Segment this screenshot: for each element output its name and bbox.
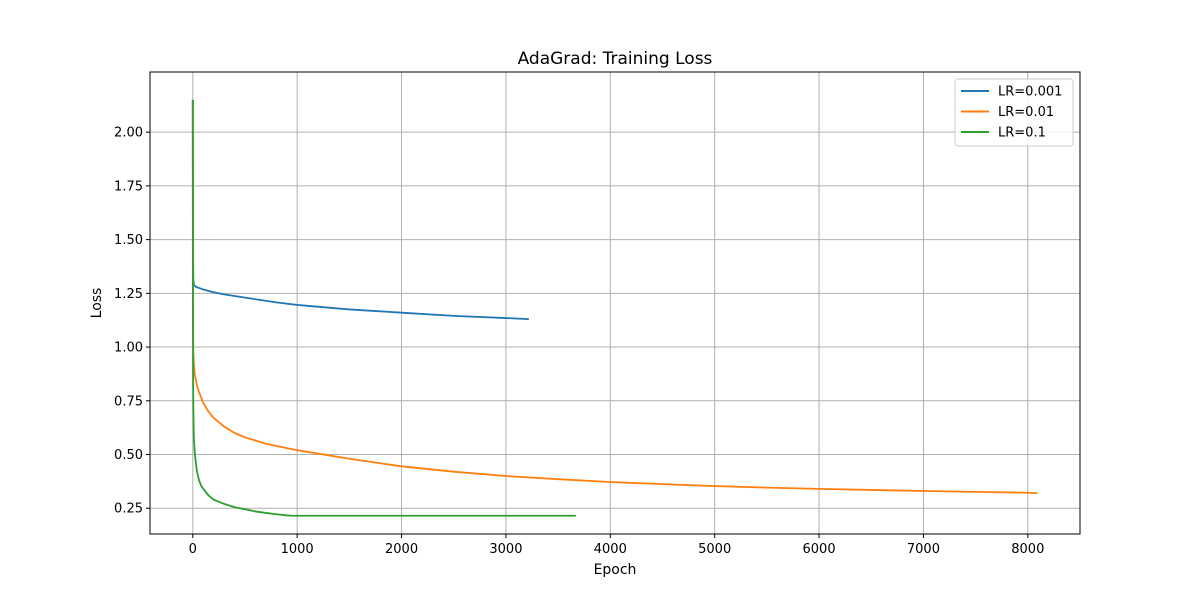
x-tick-label: 1000	[281, 542, 314, 557]
x-tick-label: 4000	[594, 542, 627, 557]
legend-box	[954, 78, 1074, 147]
x-axis-ticks: 0 1000 2000 3000 4000 5000 6000 7000 8000	[189, 534, 1044, 557]
legend-label: LR=0.1	[998, 126, 1046, 141]
x-tick-label: 8000	[1011, 542, 1044, 557]
y-tick-label: 0.75	[114, 394, 143, 409]
x-tick-label: 7000	[907, 542, 940, 557]
series-line-lr-0-1	[191, 99, 576, 517]
y-tick-label: 1.00	[114, 341, 143, 356]
plot-area-frame	[149, 71, 1081, 535]
x-tick-label: 2000	[385, 542, 418, 557]
legend-label: LR=0.01	[998, 105, 1054, 120]
x-tick-label: 5000	[698, 542, 731, 557]
y-tick-label: 1.50	[114, 233, 143, 248]
legend-label: LR=0.001	[998, 85, 1062, 100]
y-axis-label: Loss	[89, 288, 105, 319]
y-tick-label: 0.50	[114, 448, 143, 463]
legend: LR=0.001 LR=0.01 LR=0.1	[954, 78, 1074, 147]
y-tick-label: 0.25	[114, 502, 143, 517]
series-lines	[191, 99, 1038, 517]
x-tick-label: 3000	[489, 542, 522, 557]
series-line-lr-0-001	[191, 99, 529, 321]
x-axis-label: Epoch	[594, 562, 637, 578]
y-tick-label: 2.00	[114, 126, 143, 141]
chart-title: AdaGrad: Training Loss	[518, 49, 713, 69]
y-tick-label: 1.75	[114, 179, 143, 194]
series-line-lr-0-01	[191, 99, 1038, 495]
x-tick-label: 0	[189, 542, 197, 557]
x-tick-label: 6000	[803, 542, 836, 557]
grid-lines	[150, 72, 1080, 534]
y-axis-ticks: 0.25 0.50 0.75 1.00 1.25 1.50 1.75 2.00	[114, 126, 150, 517]
y-tick-label: 1.25	[114, 287, 143, 302]
